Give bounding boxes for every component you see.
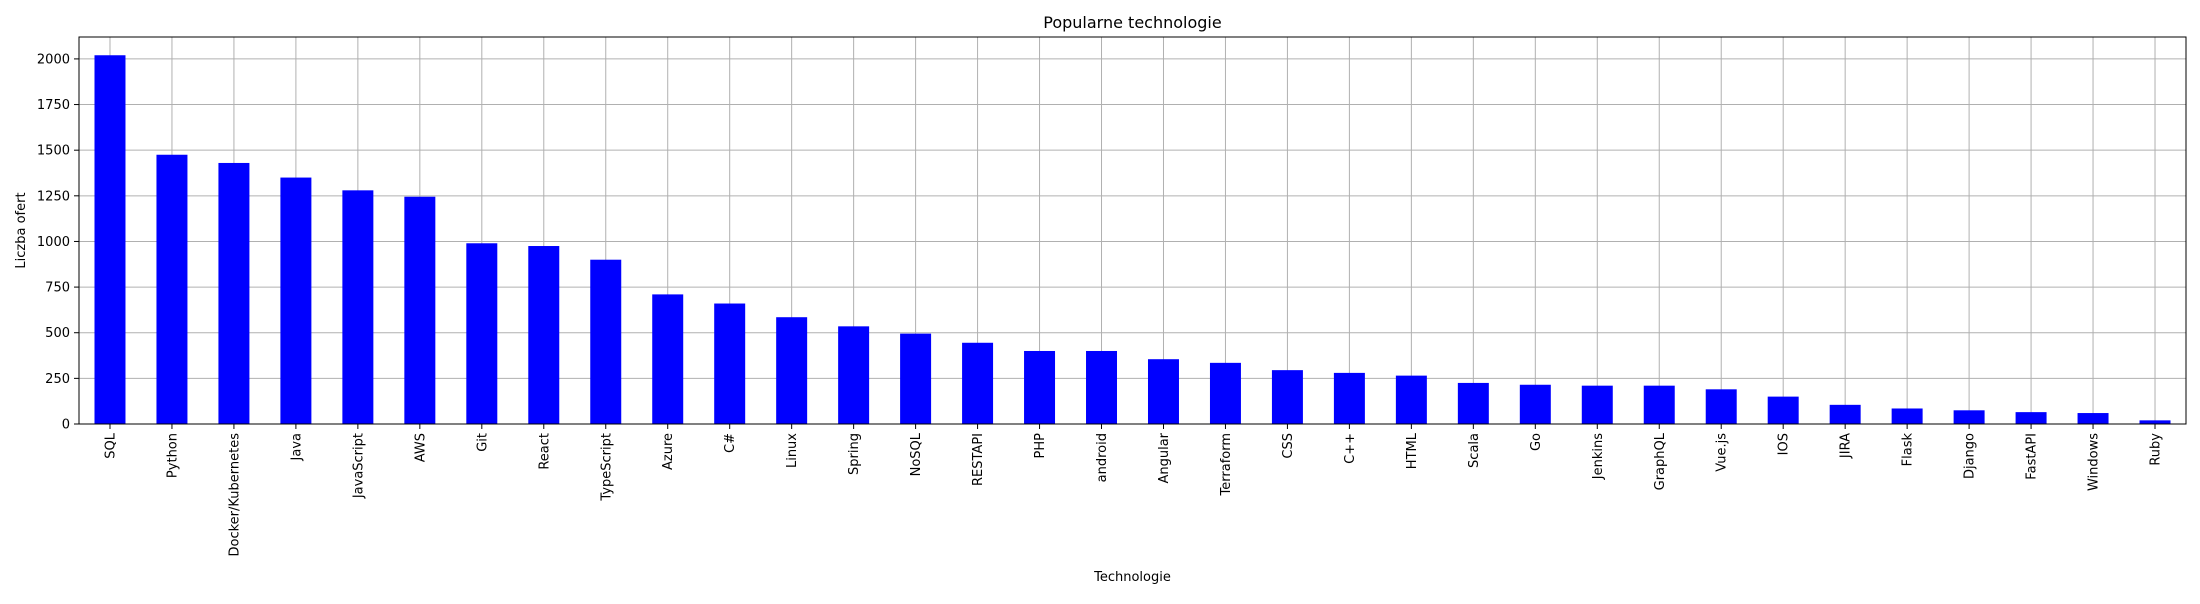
bar	[1024, 350, 1056, 424]
x-tick-label: Windows	[2087, 433, 2102, 491]
y-tick-label: 500	[45, 326, 70, 341]
grid-lines	[79, 37, 2186, 425]
bar	[1705, 389, 1737, 424]
x-tick-label: TypeScript	[599, 433, 614, 502]
axis-ticks: 0 250 500 750 1000 1250 1500 1750 2000 SQL Python D…	[37, 52, 2164, 556]
y-tick-label: 250	[45, 372, 70, 387]
x-tick-label: Django	[1963, 433, 1978, 479]
bar	[1147, 359, 1179, 424]
bar	[1829, 404, 1861, 424]
bar	[1891, 408, 1923, 424]
x-tick-label: Linux	[785, 433, 800, 468]
bar	[2139, 420, 2171, 424]
y-tick-label: 2000	[37, 52, 70, 67]
bar	[280, 177, 312, 424]
plot-frame	[78, 36, 2187, 425]
x-tick-label: Vue.js	[1715, 433, 1730, 472]
x-tick-label: C#	[723, 433, 738, 453]
bar	[652, 294, 684, 424]
bar	[466, 243, 498, 424]
x-tick-label: Java	[289, 433, 304, 461]
x-tick-label: PHP	[1033, 433, 1048, 459]
y-tick-label: 1250	[37, 189, 70, 204]
x-tick-label: Go	[1529, 433, 1544, 451]
bar	[404, 196, 436, 424]
x-tick-label: C++	[1343, 433, 1358, 464]
bar	[1209, 362, 1241, 424]
x-axis-label: Technologie	[1093, 570, 1171, 585]
bar	[1519, 384, 1551, 424]
bar	[1086, 350, 1118, 424]
bar	[838, 326, 870, 424]
y-tick-label: 0	[62, 418, 70, 433]
bar	[776, 317, 808, 424]
x-tick-label: HTML	[1405, 432, 1420, 469]
x-tick-label: android	[1095, 433, 1110, 482]
bar	[1271, 370, 1303, 424]
y-axis-label: Liczba ofert	[14, 192, 29, 268]
bar	[156, 154, 188, 424]
bar	[342, 190, 374, 424]
bars	[94, 55, 2171, 424]
y-tick-label: 750	[45, 281, 70, 296]
bar	[1457, 382, 1489, 424]
bar	[1395, 375, 1427, 424]
x-tick-label: CSS	[1281, 433, 1296, 459]
x-tick-label: React	[537, 433, 552, 470]
bar	[1581, 385, 1613, 424]
x-tick-label: Angular	[1157, 432, 1172, 483]
bar	[1333, 372, 1365, 424]
x-tick-label: JIRA	[1839, 433, 1854, 459]
x-tick-label: Spring	[847, 433, 862, 475]
x-tick-label: Ruby	[2149, 433, 2164, 466]
x-tick-label: Scala	[1467, 433, 1482, 468]
x-tick-label: Flask	[1901, 433, 1916, 467]
x-tick-label: JavaScript	[351, 433, 366, 499]
x-tick-label: GraphQL	[1653, 432, 1668, 490]
bar	[218, 162, 250, 424]
x-tick-label: NoSQL	[909, 432, 924, 476]
x-tick-label: FastAPI	[2025, 433, 2040, 480]
bar	[94, 55, 126, 424]
bar	[714, 303, 746, 424]
bar	[1643, 385, 1675, 424]
bar	[590, 259, 622, 424]
x-tick-label: RESTAPI	[971, 433, 986, 486]
bar	[900, 333, 932, 424]
y-tick-label: 1500	[37, 144, 70, 159]
x-tick-label: Azure	[661, 433, 676, 470]
x-tick-label: Terraform	[1219, 433, 1234, 496]
bar	[528, 246, 560, 424]
bar	[1767, 396, 1799, 424]
bar	[962, 342, 994, 424]
y-tick-label: 1750	[37, 98, 70, 113]
x-tick-label: SQL	[103, 432, 118, 458]
x-tick-label: Jenkins	[1591, 433, 1606, 480]
x-tick-label: AWS	[413, 433, 428, 462]
x-tick-label: Docker/Kubernetes	[227, 433, 242, 557]
x-tick-label: Python	[165, 433, 180, 478]
bar	[1953, 410, 1985, 424]
y-tick-label: 1000	[37, 235, 70, 250]
chart-title: Popularne technologie	[1043, 13, 1221, 32]
bar	[2077, 413, 2109, 424]
bar	[2015, 412, 2047, 424]
x-tick-label: IOS	[1777, 433, 1792, 455]
x-tick-label: Git	[475, 433, 490, 452]
